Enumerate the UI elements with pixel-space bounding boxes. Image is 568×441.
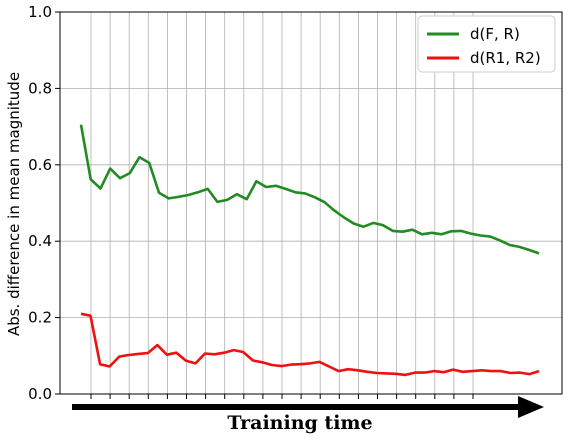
y-axis-ticks: 0.0 0.2 0.4 0.6 0.8 1.0 xyxy=(28,3,60,403)
legend: d(F, R) d(R1, R2) xyxy=(417,15,556,73)
arrow-head-icon xyxy=(518,396,544,418)
plot-area-frame xyxy=(59,11,563,395)
training-time-arrow xyxy=(72,396,544,418)
y-tick-label: 0.8 xyxy=(28,79,52,97)
y-axis-title: Abs. difference in mean magnitude xyxy=(5,72,23,336)
series-layer xyxy=(79,124,540,377)
legend-label-series-1: d(F, R) xyxy=(470,25,520,43)
vertical-gridlines xyxy=(90,12,474,394)
y-tick-label: 0.2 xyxy=(28,309,52,327)
legend-label-series-2: d(R1, R2) xyxy=(470,49,541,67)
y-tick-label: 1.0 xyxy=(28,3,52,21)
series-line-2 xyxy=(80,312,540,377)
y-tick-label: 0.0 xyxy=(28,385,52,403)
x-axis-ticks xyxy=(90,394,474,399)
y-tick-label: 0.4 xyxy=(28,232,52,250)
y-tick-label: 0.6 xyxy=(28,156,52,174)
series-line-1 xyxy=(79,124,540,255)
x-axis-title: Training time xyxy=(227,412,372,434)
